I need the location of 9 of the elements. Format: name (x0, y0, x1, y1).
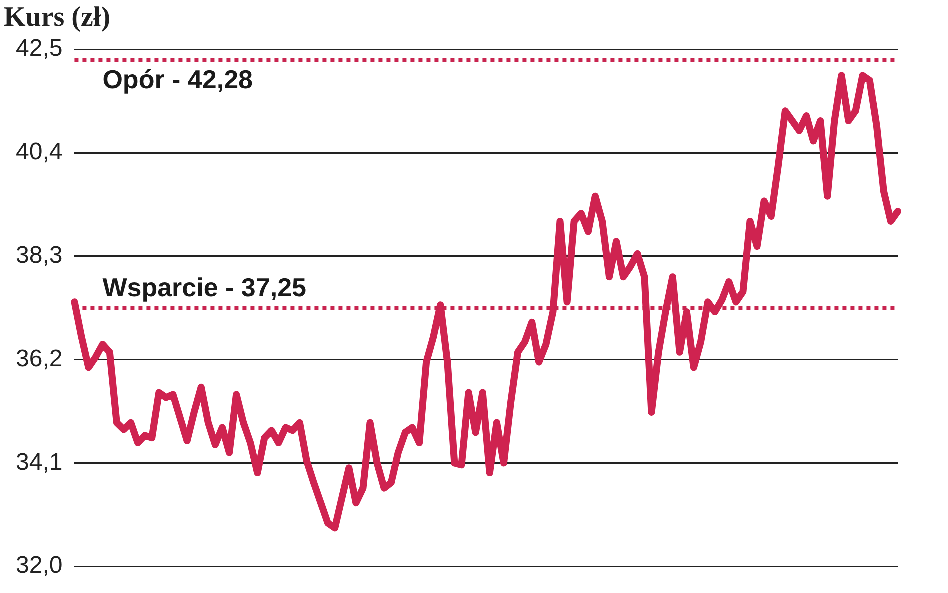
y-tick-label: 34,1 (16, 448, 63, 476)
ref-line-label: Opór - 42,28 (102, 64, 253, 95)
y-tick-label: 40,4 (16, 138, 63, 166)
y-tick-label: 32,0 (16, 552, 63, 580)
y-tick-label: 42,5 (16, 35, 63, 62)
y-tick-label: 36,2 (16, 345, 63, 372)
ref-line-label: Wsparcie - 37,25 (102, 272, 306, 302)
chart-title: Kurs (zł) (4, 2, 111, 34)
y-tick-label: 38,3 (16, 242, 63, 270)
